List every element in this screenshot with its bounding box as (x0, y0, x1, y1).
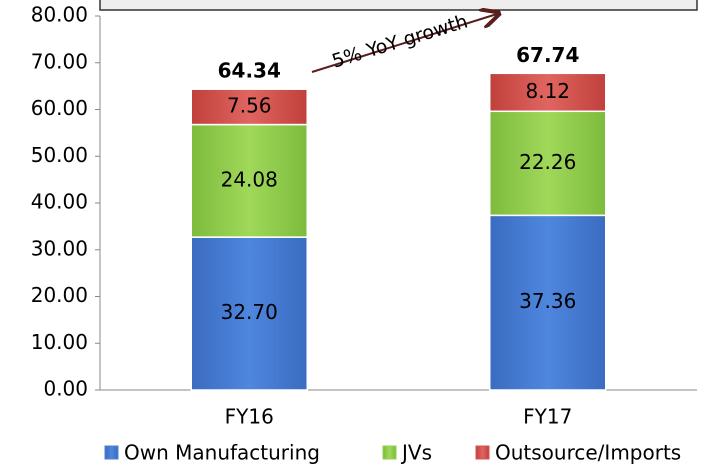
value-label: 8.12 (525, 79, 570, 103)
y-tick-label: 30.00 (31, 236, 88, 260)
legend-marker (475, 445, 490, 460)
growth-arrow (311, 14, 497, 73)
value-label: 32.70 (221, 300, 278, 324)
value-label: 24.08 (221, 167, 278, 191)
y-tick-label: 80.00 (31, 3, 88, 27)
bar-segment (190, 236, 308, 391)
value-label: 22.26 (519, 150, 576, 174)
x-tick-label: FY17 (523, 405, 572, 429)
legend-label: JVs (400, 441, 432, 465)
bar-segment (190, 88, 308, 126)
y-tick-label: 50.00 (31, 143, 88, 167)
y-tick-label: 40.00 (31, 190, 88, 214)
legend-label: Outsource/Imports (495, 441, 681, 465)
header-box (99, 0, 698, 11)
y-tick-label: 60.00 (31, 96, 88, 120)
legend-label: Own Manufacturing (124, 441, 320, 465)
y-tick-label: 70.00 (31, 49, 88, 73)
x-tick-label: FY16 (225, 405, 274, 429)
bar-segment (489, 72, 607, 113)
legend-marker (104, 445, 119, 460)
bar-segment (489, 110, 607, 217)
y-tick-label: 10.00 (31, 330, 88, 354)
y-tick-label: 0.00 (43, 377, 88, 401)
total-label: 67.74 (516, 43, 579, 67)
annotation: 5% YoY growth (329, 10, 470, 72)
y-tick-label: 20.00 (31, 283, 88, 307)
value-label: 37.36 (519, 289, 576, 313)
total-label: 64.34 (218, 59, 281, 83)
legend-marker (382, 445, 397, 460)
value-label: 7.56 (227, 93, 272, 117)
